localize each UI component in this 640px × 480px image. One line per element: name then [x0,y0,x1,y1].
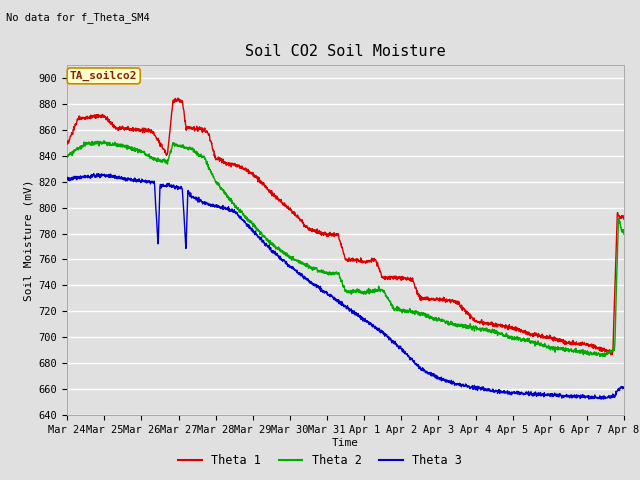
X-axis label: Time: Time [332,438,359,448]
Title: Soil CO2 Soil Moisture: Soil CO2 Soil Moisture [245,45,446,60]
Text: TA_soilco2: TA_soilco2 [70,71,138,81]
Legend: Theta 1, Theta 2, Theta 3: Theta 1, Theta 2, Theta 3 [173,449,467,472]
Y-axis label: Soil Moisture (mV): Soil Moisture (mV) [23,179,33,301]
Text: No data for f_Theta_SM4: No data for f_Theta_SM4 [6,12,150,23]
